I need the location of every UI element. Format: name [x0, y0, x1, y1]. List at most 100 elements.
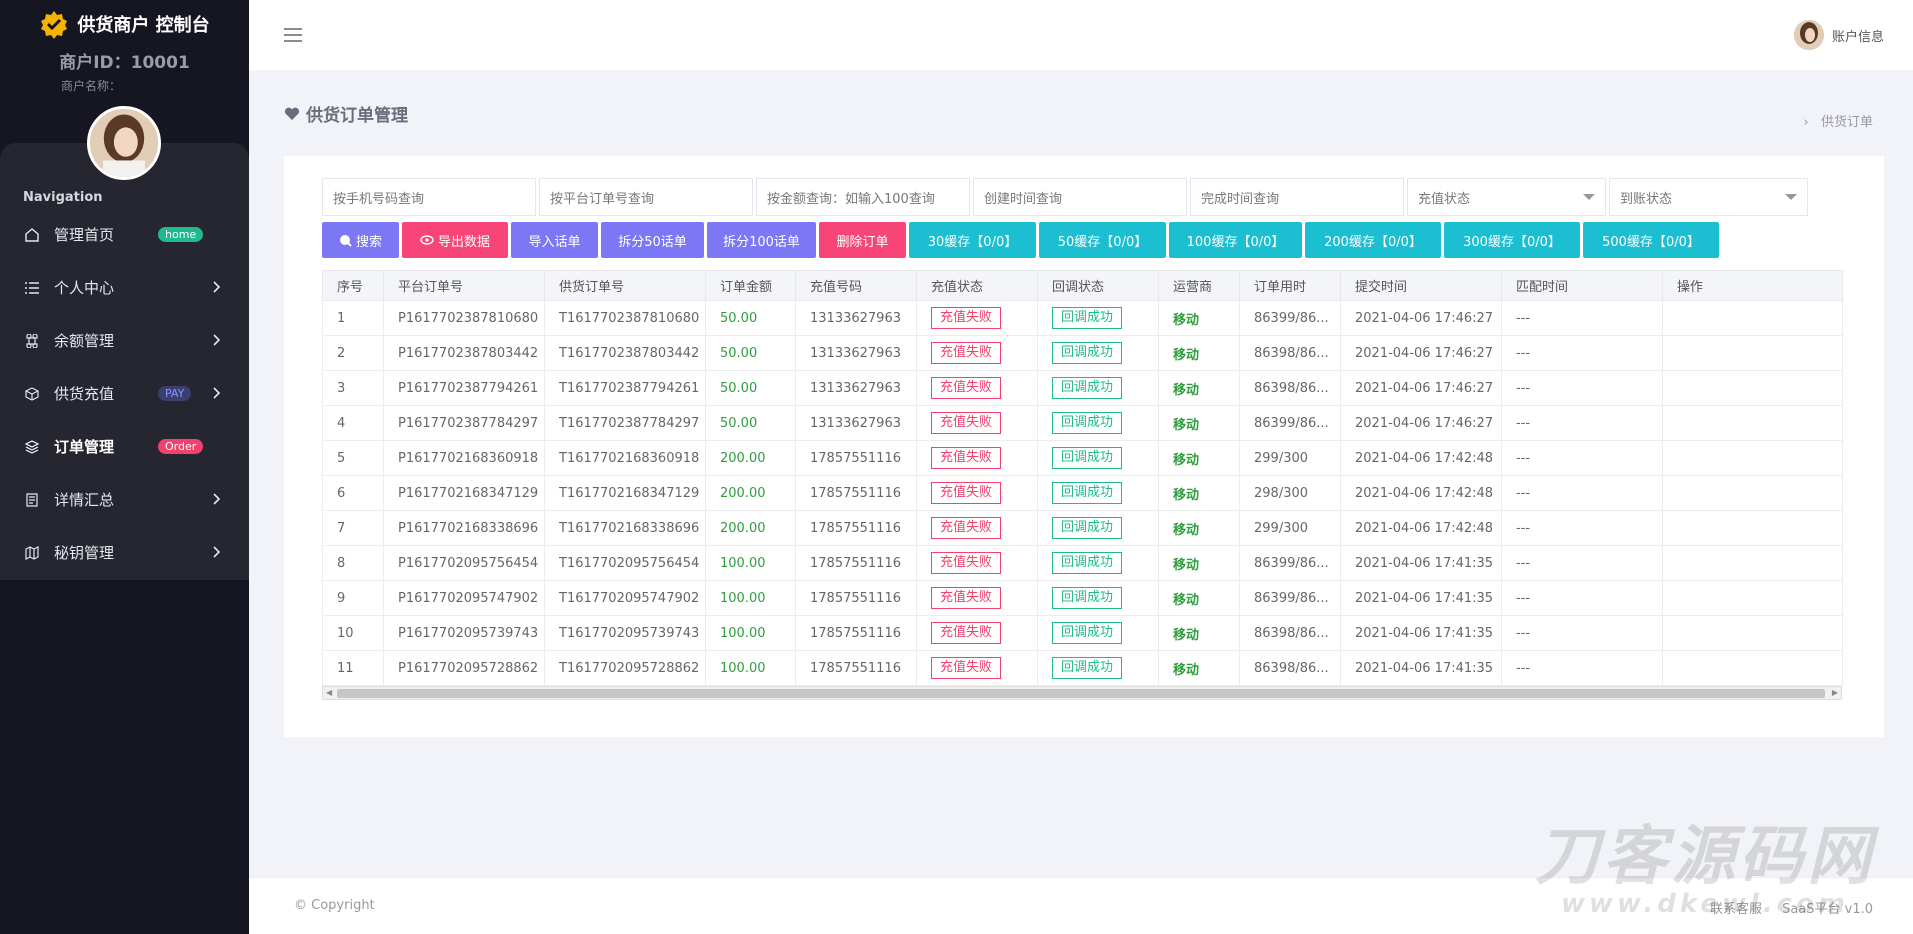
table-row[interactable]: 8 P1617702095756454 T1617702095756454 100.0… [322, 545, 1843, 581]
row-index-cell: 4 [322, 405, 384, 441]
home-badge: home [158, 227, 204, 242]
split50-button[interactable]: 拆分50话单 [601, 222, 704, 258]
finished-time-input[interactable]: 完成时间查询 [1190, 178, 1404, 216]
split100-button[interactable]: 拆分100话单 [707, 222, 816, 258]
cache200-button[interactable]: 200缓存【0/0】 [1305, 222, 1441, 258]
supply-order-no-cell: T1617702095747902 [544, 580, 706, 616]
recharge-status-badge: 充值失败 [931, 342, 1002, 364]
recharge-status-badge: 充值失败 [931, 412, 1002, 434]
table-row[interactable]: 4 P1617702387784297 T1617702387784297 50.00… [322, 405, 1843, 441]
layers-icon [24, 439, 40, 455]
recharge-status-cell: 充值失败 [916, 370, 1038, 406]
cache100-button[interactable]: 100缓存【0/0】 [1169, 222, 1302, 258]
phone-search-input[interactable]: 按手机号码查询 [322, 178, 536, 216]
brand[interactable]: 供货商户 控制台 [0, 0, 249, 39]
sidebar-item-balance[interactable]: 余额管理 [0, 314, 249, 367]
sidebar-item-orders[interactable]: 订单管理 Order [0, 420, 249, 473]
table-row[interactable]: 2 P1617702387803442 T1617702387803442 50.00… [322, 335, 1843, 371]
sidebar-panel [0, 143, 249, 580]
cache500-button[interactable]: 500缓存【0/0】 [1583, 222, 1719, 258]
callback-status-cell: 回调成功 [1037, 475, 1159, 511]
export-button[interactable]: 导出数据 [402, 222, 508, 258]
account-menu[interactable]: 账户信息 [1793, 20, 1884, 50]
recharge-status-cell: 充值失败 [916, 510, 1038, 546]
callback-status-cell: 回调成功 [1037, 510, 1159, 546]
footer-link[interactable]: SaaS平台 v1.0 [1782, 902, 1873, 917]
supply-order-no-cell: T1617702095739743 [544, 615, 706, 651]
table-row[interactable]: 9 P1617702095747902 T1617702095747902 100.0… [322, 580, 1843, 616]
eye-icon [420, 235, 434, 245]
match-time-cell: --- [1501, 440, 1663, 476]
merchant-id: 商户ID：10001 [59, 53, 190, 73]
recharge-status-badge: 充值失败 [931, 482, 1002, 504]
footer-link[interactable]: 联系客服 [1710, 902, 1763, 917]
recharge-status-select[interactable]: 充值状态 [1407, 178, 1606, 216]
import-button[interactable]: 导入话单 [511, 222, 598, 258]
table-row[interactable]: 1 P1617702387810680 T1617702387810680 50.00… [322, 300, 1843, 336]
row-index-cell: 7 [322, 510, 384, 546]
platform-order-no-cell: P1617702387803442 [383, 335, 545, 371]
sidebar-item-summary[interactable]: 详情汇总 [0, 473, 249, 526]
breadcrumb-item[interactable]: 供货订单 [1820, 115, 1873, 130]
search-button[interactable]: 搜索 [322, 222, 399, 258]
submit-time-cell: 2021-04-06 17:41:35 [1340, 580, 1502, 616]
sidebar-item-label: 个人中心 [54, 279, 115, 297]
column-header: 平台订单号 [383, 270, 545, 301]
amount-search-input[interactable]: 按金额查询：如输入100查询 [756, 178, 970, 216]
scroll-right-icon[interactable]: ▶ [1831, 688, 1838, 697]
recharge-status-cell: 充值失败 [916, 580, 1038, 616]
cache300-button[interactable]: 300缓存【0/0】 [1444, 222, 1580, 258]
match-time-cell: --- [1501, 615, 1663, 651]
chevron-right-icon [213, 493, 221, 505]
callback-status-badge: 回调成功 [1052, 622, 1123, 644]
sidebar-item-recharge[interactable]: 供货充值 PAY [0, 367, 249, 420]
submit-time-cell: 2021-04-06 17:41:35 [1340, 615, 1502, 651]
table-row[interactable]: 10 P1617702095739743 T1617702095739743 100.… [322, 615, 1843, 651]
table-row[interactable]: 11 P1617702095728862 T1617702095728862 100.… [322, 650, 1843, 686]
platform-order-search-input[interactable]: 按平台订单号查询 [539, 178, 753, 216]
arrival-status-select[interactable]: 到账状态 [1609, 178, 1808, 216]
recharge-phone-cell: 13133627963 [795, 405, 917, 441]
callback-status-badge: 回调成功 [1052, 342, 1123, 364]
platform-order-no-cell: P1617702095747902 [383, 580, 545, 616]
recharge-phone-cell: 13133627963 [795, 335, 917, 371]
pay-badge: PAY [158, 386, 192, 401]
sidebar-item-profile[interactable]: 个人中心 [0, 261, 249, 314]
platform-order-no-cell: P1617702095756454 [383, 545, 545, 581]
scrollbar-thumb[interactable] [337, 689, 1825, 698]
order-amount-cell: 200.00 [705, 475, 796, 511]
cache50-button[interactable]: 50缓存【0/0】 [1039, 222, 1166, 258]
table-row[interactable]: 7 P1617702168338696 T1617702168338696 200.0… [322, 510, 1843, 546]
order-amount-cell: 100.00 [705, 615, 796, 651]
recharge-status-badge: 充值失败 [931, 622, 1002, 644]
supply-order-no-cell: T1617702168347129 [544, 475, 706, 511]
cache30-button[interactable]: 30缓存【0/0】 [909, 222, 1036, 258]
table-row[interactable]: 3 P1617702387794261 T1617702387794261 50.00… [322, 370, 1843, 406]
recharge-status-value: 充值状态 [1418, 191, 1471, 207]
row-index-cell: 8 [322, 545, 384, 581]
submit-time-cell: 2021-04-06 17:46:27 [1340, 300, 1502, 336]
row-index-cell: 2 [322, 335, 384, 371]
table-row[interactable]: 5 P1617702168360918 T1617702168360918 200.0… [322, 440, 1843, 476]
created-time-input[interactable]: 创建时间查询 [973, 178, 1187, 216]
match-time-cell: --- [1501, 335, 1663, 371]
footer: © Copyright 联系客服 SaaS平台 v1.0 [249, 877, 1913, 934]
menu-toggle-icon[interactable] [284, 28, 302, 42]
sidebar-item-keys[interactable]: 秘钥管理 [0, 526, 249, 579]
recharge-phone-cell: 17857551116 [795, 440, 917, 476]
order-amount-cell: 50.00 [705, 300, 796, 336]
scroll-left-icon[interactable]: ◀ [326, 688, 333, 697]
recharge-status-badge: 充值失败 [931, 657, 1002, 679]
avatar[interactable] [87, 106, 161, 180]
delete-order-button[interactable]: 删除订单 [819, 222, 906, 258]
supply-order-no-cell: T1617702387784297 [544, 405, 706, 441]
order-amount-cell: 50.00 [705, 405, 796, 441]
column-header: 序号 [322, 270, 384, 301]
row-index-cell: 11 [322, 650, 384, 686]
account-label: 账户信息 [1831, 29, 1884, 45]
horizontal-scrollbar[interactable]: ◀ ▶ [322, 686, 1842, 700]
sidebar-item-home[interactable]: 管理首页 home [0, 208, 249, 261]
recharge-status-cell: 充值失败 [916, 650, 1038, 686]
table-row[interactable]: 6 P1617702168347129 T1617702168347129 200.0… [322, 475, 1843, 511]
submit-time-cell: 2021-04-06 17:46:27 [1340, 405, 1502, 441]
